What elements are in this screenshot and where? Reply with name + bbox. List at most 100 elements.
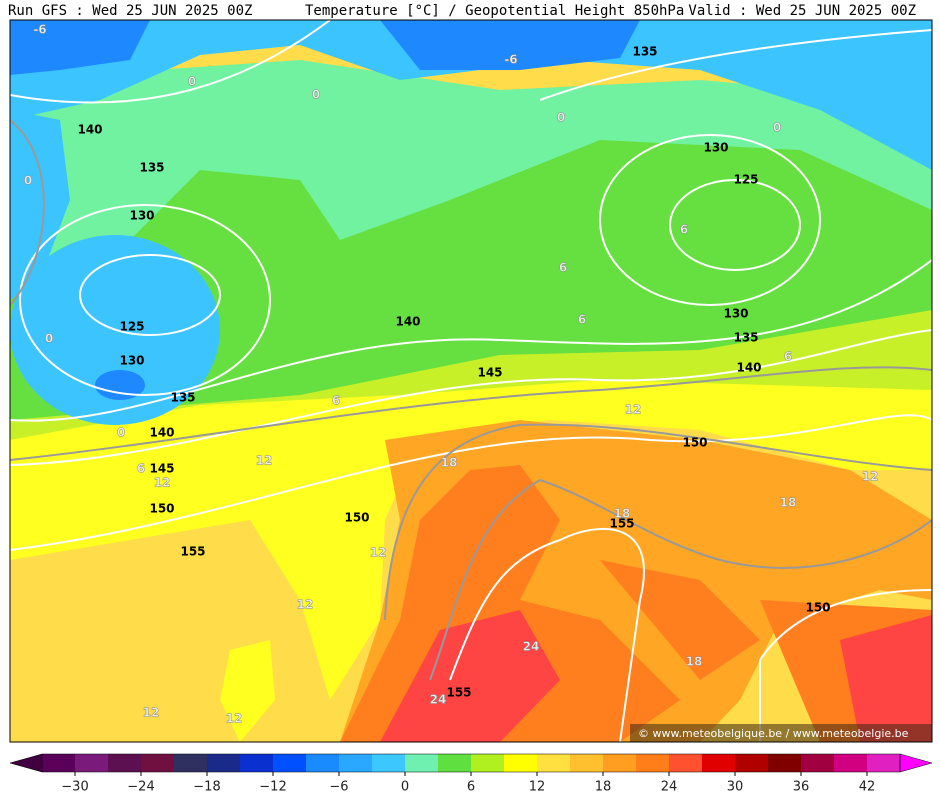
height-label: 130 bbox=[129, 209, 154, 223]
height-label: 130 bbox=[119, 354, 144, 368]
height-contours bbox=[10, 20, 932, 742]
colorbar-tick-label: 0 bbox=[401, 780, 409, 795]
colorbar-tick-label: 6 bbox=[467, 780, 475, 795]
temperature-label: 18 bbox=[686, 655, 703, 669]
temperature-label: 12 bbox=[226, 712, 243, 726]
colorbar-tick-label: 18 bbox=[595, 780, 612, 795]
temperature-label: -6 bbox=[33, 23, 46, 37]
colorbar-swatch bbox=[834, 754, 867, 772]
colorbar-swatch bbox=[273, 754, 306, 772]
height-label: 125 bbox=[119, 320, 144, 334]
colorbar-swatch bbox=[240, 754, 273, 772]
temperature-label: 24 bbox=[523, 640, 540, 654]
height-label: 135 bbox=[170, 391, 195, 405]
height-label: 145 bbox=[149, 462, 174, 476]
colorbar-tick-label: 24 bbox=[661, 780, 678, 795]
colorbar-swatch bbox=[735, 754, 768, 772]
temperature-label: 0 bbox=[188, 75, 196, 89]
temperature-label: 6 bbox=[784, 350, 792, 364]
height-label: 140 bbox=[395, 315, 420, 329]
temperature-label: 12 bbox=[370, 546, 387, 560]
height-label: 130 bbox=[723, 307, 748, 321]
temp-zone bbox=[95, 370, 145, 400]
watermark: © www.meteobelgique.be / www.meteobelgie… bbox=[638, 727, 909, 740]
height-label: 135 bbox=[139, 161, 164, 175]
height-label: 150 bbox=[149, 502, 174, 516]
temperature-label: 12 bbox=[256, 454, 273, 468]
colorbar-swatch bbox=[372, 754, 405, 772]
colorbar-swatch bbox=[108, 754, 141, 772]
height-label: 125 bbox=[733, 173, 758, 187]
colorbar-swatch bbox=[768, 754, 801, 772]
colorbar-swatch bbox=[141, 754, 174, 772]
temperature-label: 0 bbox=[45, 332, 53, 346]
temp-zone bbox=[10, 20, 150, 75]
map-frame bbox=[9, 19, 933, 743]
contour-labels: 135 140 135 130 125 130 135 140 145 150 155 150 140 1… bbox=[24, 22, 879, 726]
height-label: 140 bbox=[77, 123, 102, 137]
colorbar-swatch bbox=[174, 754, 207, 772]
colorbar-swatch bbox=[306, 754, 339, 772]
colorbar-end bbox=[899, 753, 933, 773]
temperature-label: 18 bbox=[780, 496, 797, 510]
temperature-label: 18 bbox=[614, 507, 631, 521]
colorbar-tick-label: 30 bbox=[727, 780, 744, 795]
run-label: Run GFS : Wed 25 JUN 2025 00Z bbox=[8, 3, 252, 19]
temperature-label: 12 bbox=[154, 476, 171, 490]
temp-zone bbox=[600, 560, 760, 680]
colorbar-tick-label: −18 bbox=[193, 780, 220, 795]
colorbar: −30 −24 −18 −12 −6 0 6 12 18 24 30 36 42 bbox=[9, 753, 933, 795]
temperature-label: 12 bbox=[862, 470, 879, 484]
colorbar-swatch bbox=[603, 754, 636, 772]
height-label: 150 bbox=[344, 511, 369, 525]
colorbar-tick-label: 36 bbox=[793, 780, 810, 795]
colorbar-swatch bbox=[867, 754, 900, 772]
temperature-label: 24 bbox=[430, 693, 447, 707]
temp-zone bbox=[220, 640, 275, 742]
map-title: Temperature [°C] / Geopotential Height 8… bbox=[305, 3, 684, 19]
temperature-label: 6 bbox=[332, 394, 340, 408]
height-label: 155 bbox=[446, 686, 471, 700]
temperature-label: 0 bbox=[773, 121, 781, 135]
watermark-box bbox=[630, 724, 932, 742]
height-label: 140 bbox=[149, 426, 174, 440]
valid-label: Valid : Wed 25 JUN 2025 00Z bbox=[688, 3, 916, 19]
temperature-label: 0 bbox=[24, 174, 32, 188]
colorbar-tick-label: −24 bbox=[127, 780, 154, 795]
temp-zone bbox=[380, 20, 640, 70]
temperature-label: 0 bbox=[117, 426, 125, 440]
colorbar-swatch bbox=[801, 754, 834, 772]
temperature-label: 0 bbox=[312, 88, 320, 102]
colorbar-tick-label: −6 bbox=[329, 780, 348, 795]
colorbar-swatch bbox=[75, 754, 108, 772]
height-label: 135 bbox=[632, 45, 657, 59]
height-label: 155 bbox=[609, 517, 634, 531]
height-label: 140 bbox=[736, 361, 761, 375]
colorbar-swatch bbox=[504, 754, 537, 772]
colorbar-swatch bbox=[669, 754, 702, 772]
colorbar-tick-label: −12 bbox=[259, 780, 286, 795]
height-label: 145 bbox=[477, 366, 502, 380]
height-label: 150 bbox=[805, 601, 830, 615]
temp-zone bbox=[10, 60, 932, 280]
temperature-label: 12 bbox=[625, 403, 642, 417]
temp-zone bbox=[840, 615, 932, 742]
colorbar-swatch bbox=[570, 754, 603, 772]
map-area: © www.meteobelgique.be / www.meteobelgie… bbox=[10, 20, 932, 742]
colorbar-tick-label: −30 bbox=[61, 780, 88, 795]
temperature-label: 18 bbox=[441, 456, 458, 470]
colorbar-swatch bbox=[636, 754, 669, 772]
colorbar-swatch bbox=[537, 754, 570, 772]
colorbar-swatch bbox=[471, 754, 504, 772]
temperature-label: 6 bbox=[578, 313, 586, 327]
colorbar-swatch bbox=[339, 754, 372, 772]
temperature-label: 12 bbox=[143, 706, 160, 720]
colorbar-swatch bbox=[438, 754, 471, 772]
temperature-label: 6 bbox=[680, 223, 688, 237]
temperature-label: 12 bbox=[297, 598, 314, 612]
height-label: 155 bbox=[180, 545, 205, 559]
height-label: 130 bbox=[703, 141, 728, 155]
temperature-label: 6 bbox=[137, 462, 145, 476]
height-label: 150 bbox=[682, 436, 707, 450]
